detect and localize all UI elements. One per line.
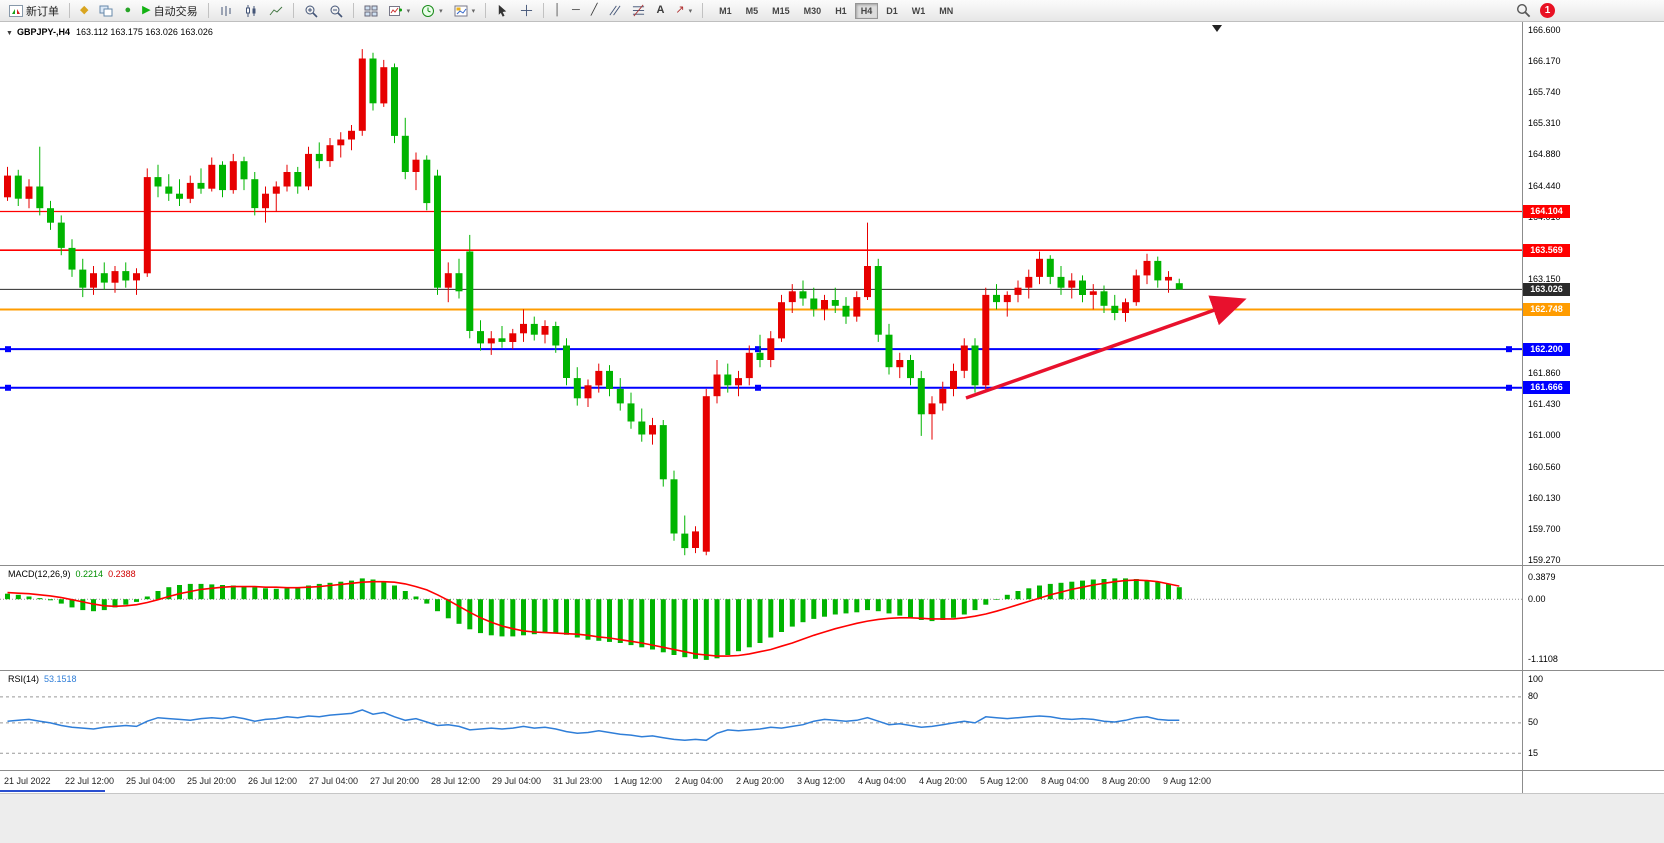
templates-icon [454,4,468,18]
price-chart[interactable] [0,22,1522,565]
new-order-label: 新订单 [26,5,59,18]
timeframe-h1[interactable]: H1 [835,5,847,16]
new-order-button[interactable]: 新订单 [4,0,64,22]
chevron-down-icon: ▾ [688,7,693,15]
chart-background [0,22,1664,793]
crosshair-icon [520,4,533,17]
autotrading-button[interactable]: ▶ 自动交易 [137,0,202,22]
metaeditor-icon: ◆ [80,4,89,16]
macd-chart[interactable] [0,566,1522,670]
bar-chart-icon [219,4,233,18]
timeframe-m15[interactable]: M15 [772,5,790,16]
new-order-icon [9,4,23,18]
macd-value-signal: 0.2388 [108,569,136,579]
bar-chart-button[interactable] [214,0,238,22]
toolbar-separator [702,3,704,18]
pane-separator[interactable] [0,670,1664,671]
text-tool-icon: A [656,4,665,16]
toolbar-right-group: 1 [1516,3,1555,18]
autotrading-label: 自动交易 [153,5,198,18]
tile-windows-icon [364,4,378,18]
arrows-tool-icon: ↗ [675,4,685,16]
crosshair-tool-button[interactable] [515,0,538,22]
timeframe-buttons: M1 M5 M15 M30 H1 H4 D1 W1 MN [712,2,960,19]
data-window-button[interactable]: ● [119,0,136,22]
periods-button[interactable]: ▾ [416,0,448,22]
fibonacci-icon [632,4,645,17]
line-chart-button[interactable] [264,0,288,22]
timeframe-m30[interactable]: M30 [803,5,822,16]
price-axis-separator[interactable] [1522,22,1523,793]
trendline-icon: ╱ [590,4,598,16]
trendline-tool-button[interactable]: ╱ [586,0,603,22]
zoom-in-button[interactable] [299,0,323,22]
timeframe-m1[interactable]: M1 [719,5,732,16]
channel-tool-button[interactable] [603,0,626,22]
toolbar-separator [207,3,209,18]
macd-value-main: 0.2214 [75,569,104,579]
chevron-down-icon: ▾ [439,7,443,15]
timeframe-h4[interactable]: H4 [854,2,879,19]
equidistant-channel-icon [608,4,621,17]
vertical-line-icon: │ [554,4,562,16]
indicators-button[interactable]: ▾ [384,0,416,22]
cursor-icon [496,4,509,17]
vertical-line-tool-button[interactable]: │ [549,0,566,22]
templates-button[interactable]: ▾ [449,0,481,22]
indicators-icon [388,4,403,18]
charts-window-button[interactable] [94,0,118,22]
chart-ohlc: 163.112 163.175 163.026 163.026 [75,27,213,37]
timeframe-mn[interactable]: MN [939,5,954,16]
toolbar: 新订单 ◆ ● ▶ 自动交易 ▾ ▾ ▾ │ ─ ╱ A ↗ ▾ M1 [0,0,1664,22]
notification-badge[interactable]: 1 [1540,3,1555,18]
text-tool-button[interactable]: A [651,0,669,22]
chevron-down-icon: ▾ [406,7,411,15]
autotrading-play-icon: ▶ [142,4,151,16]
horizontal-line-icon: ─ [572,4,580,16]
toolbar-separator [543,3,545,18]
rsi-value: 53.1518 [44,674,77,684]
toolbar-separator [352,3,354,18]
chevron-down-icon: ▾ [471,7,476,15]
cursor-tool-button[interactable] [491,0,514,22]
toolbar-separator [292,3,294,18]
arrows-tool-button[interactable]: ↗ ▾ [670,0,697,22]
rsi-label: RSI(14) [8,674,40,684]
zoom-out-icon [329,4,343,18]
symbol-search-icon[interactable] [1516,3,1531,18]
candlestick-chart-icon [244,4,258,18]
toolbar-separator [485,3,487,18]
periods-clock-icon [421,4,435,18]
zoom-in-icon [304,4,318,18]
chart-title: GBPJPY-,H4 [16,27,70,37]
chart-header: ▼ GBPJPY-,H4 163.112 163.175 163.026 163.0… [6,27,213,37]
horizontal-line-tool-button[interactable]: ─ [567,0,585,22]
candlestick-chart-button[interactable] [239,0,263,22]
rsi-chart[interactable] [0,671,1522,770]
line-chart-icon [269,4,283,18]
data-window-icon: ● [124,4,132,16]
pane-separator[interactable] [0,770,1664,771]
macd-header: MACD(12,26,9) 0.2214 0.2388 [8,569,141,579]
pane-separator[interactable] [0,565,1664,566]
zoom-out-button[interactable] [324,0,348,22]
timeframe-w1[interactable]: W1 [911,5,926,16]
rsi-header: RSI(14) 53.1518 [8,674,82,684]
charts-window-icon [99,4,113,18]
metaeditor-button[interactable]: ◆ [75,0,93,22]
timeframe-m5[interactable]: M5 [745,5,759,16]
toolbar-separator [69,3,70,18]
tile-windows-button[interactable] [359,0,383,22]
fibonacci-tool-button[interactable] [627,0,650,22]
macd-label: MACD(12,26,9) [8,569,71,579]
bottom-strip [0,793,1664,843]
timeframe-d1[interactable]: D1 [886,5,898,16]
one-click-trading-arrow-icon[interactable]: ▼ [6,30,13,37]
bottom-blue-segment [0,790,105,792]
